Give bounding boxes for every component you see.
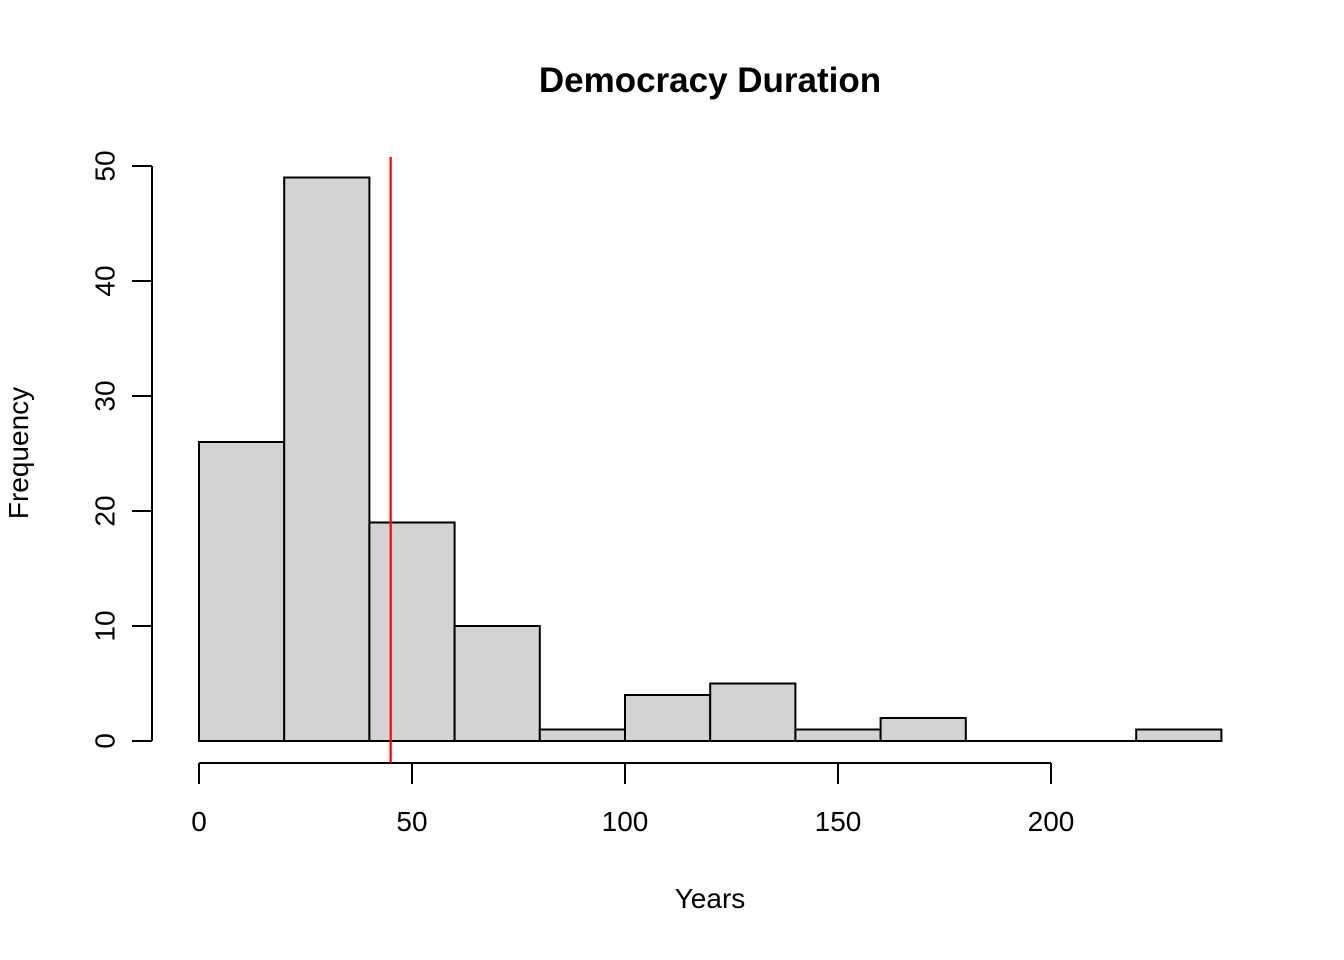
bars-group bbox=[198, 176, 1223, 742]
y-axis-label: Frequency bbox=[3, 387, 34, 519]
histogram-bar-80-100 bbox=[538, 728, 626, 742]
y-tick-label: 50 bbox=[90, 150, 121, 181]
y-tick-label: 10 bbox=[90, 610, 121, 641]
y-tick-label: 40 bbox=[90, 265, 121, 296]
histogram-bar-0-20 bbox=[198, 441, 286, 742]
y-tick-label: 20 bbox=[90, 495, 121, 526]
histogram-bar-40-60 bbox=[368, 521, 456, 742]
x-tick-label: 100 bbox=[602, 806, 649, 837]
y-tick-label: 0 bbox=[90, 733, 121, 749]
histogram-bar-140-160 bbox=[794, 728, 882, 742]
x-tick-label: 0 bbox=[191, 806, 207, 837]
histogram-bar-20-40 bbox=[283, 176, 371, 742]
x-axis: 0 50 100 150 200 bbox=[191, 762, 1075, 837]
x-tick-label: 200 bbox=[1028, 806, 1075, 837]
y-tick-label: 30 bbox=[90, 380, 121, 411]
x-tick-label: 150 bbox=[815, 806, 862, 837]
histogram-bar-100-120 bbox=[624, 694, 712, 742]
histogram-bar-220-240 bbox=[1135, 728, 1223, 742]
y-axis: 0 10 20 30 40 50 bbox=[90, 150, 153, 749]
histogram-bar-120-140 bbox=[709, 682, 797, 742]
histogram-bar-60-80 bbox=[453, 625, 541, 742]
x-axis-label: Years bbox=[675, 883, 746, 914]
histogram-bar-160-180 bbox=[879, 717, 967, 742]
x-tick-label: 50 bbox=[396, 806, 427, 837]
chart-title: Democracy Duration bbox=[539, 61, 881, 100]
